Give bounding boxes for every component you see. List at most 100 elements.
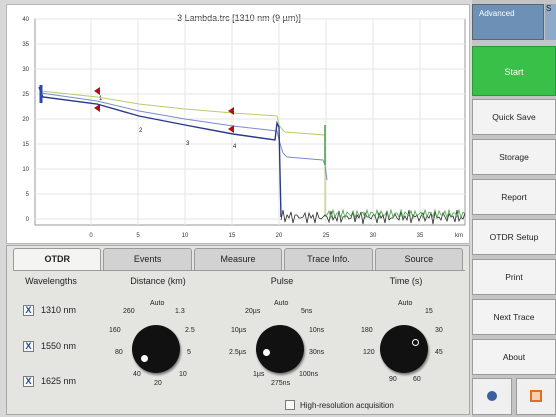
distance-label-260: 260 (123, 308, 135, 315)
y-tick-label: 20 (22, 117, 29, 123)
time-knob[interactable] (380, 325, 428, 373)
pulse-label-auto: Auto (274, 300, 288, 307)
distance-label-5: 5 (187, 349, 191, 356)
knob-indicator (412, 339, 419, 346)
time-label-30: 30 (435, 327, 443, 334)
print-button[interactable]: Print (472, 259, 556, 295)
pulse-dial[interactable]: Auto 20µs 5ns 10µs 10ns 2.5µs 30ns 1µs 1… (227, 296, 337, 406)
distance-label-10: 10 (179, 371, 187, 378)
y-tick-label: 25 (22, 92, 29, 98)
time-label-45: 45 (435, 349, 443, 356)
pulse-label-5ns: 5ns (301, 308, 312, 315)
event-number-marker[interactable]: 4 (233, 144, 237, 150)
trace-1550 (41, 93, 327, 180)
time-label-auto: Auto (398, 300, 412, 307)
trace-graph[interactable]: 3 Lambda.trc [1310 nm (9 µm)] 40 35 30 2… (6, 4, 470, 244)
quick-save-button[interactable]: Quick Save (472, 99, 556, 135)
distance-knob[interactable] (132, 325, 180, 373)
tab-events[interactable]: Events (103, 248, 191, 270)
high-resolution-checkbox[interactable] (285, 400, 295, 410)
distance-label-40: 40 (133, 371, 141, 378)
time-label-15: 15 (425, 308, 433, 315)
globe-icon (487, 391, 497, 401)
pulse-label-100ns: 100ns (299, 371, 318, 378)
tab-trace-info[interactable]: Trace Info. (284, 248, 372, 270)
window-button[interactable] (516, 378, 556, 415)
wavelength-1625-row[interactable]: X 1625 nm (23, 373, 76, 389)
about-button[interactable]: About (472, 339, 556, 375)
distance-dial[interactable]: Auto 1.3 260 2.5 160 5 80 10 40 20 (103, 296, 213, 406)
wavelength-1550-checkbox[interactable]: X (23, 341, 34, 352)
time-label-90: 90 (389, 376, 397, 383)
trace-1625 (41, 91, 325, 217)
pulse-label-10ns: 10ns (309, 327, 324, 334)
event-marker-triangle (228, 107, 234, 115)
tab-source[interactable]: Source (375, 248, 463, 270)
otdr-setup-button[interactable]: OTDR Setup (472, 219, 556, 255)
y-tick-label: 5 (26, 192, 30, 198)
tab-divider (13, 270, 465, 271)
wavelength-1625-checkbox[interactable]: X (23, 376, 34, 387)
time-dial[interactable]: Auto 15 180 30 45 120 90 60 (351, 296, 461, 406)
high-resolution-option[interactable]: High-resolution acquisition (285, 400, 394, 410)
event-number-marker[interactable]: 2 (139, 128, 143, 134)
distance-title: Distance (km) (103, 276, 213, 286)
storage-button[interactable]: Storage (472, 139, 556, 175)
advanced-side-tab[interactable]: S (545, 4, 556, 40)
pulse-label-30ns: 30ns (309, 349, 324, 356)
x-tick-label: 5 (136, 233, 140, 239)
pulse-knob[interactable] (256, 325, 304, 373)
y-tick-label: 0 (26, 217, 30, 223)
pulse-label-10us: 10µs (231, 327, 246, 334)
tab-bar: OTDR Events Measure Trace Info. Source (13, 248, 465, 270)
x-tick-label: 25 (323, 233, 330, 239)
distance-label-20: 20 (154, 380, 162, 387)
globe-button[interactable] (472, 378, 512, 415)
distance-label-80: 80 (115, 349, 123, 356)
distance-label-1-3: 1.3 (175, 308, 185, 315)
x-tick-label: 10 (182, 233, 189, 239)
distance-label-auto: Auto (150, 300, 164, 307)
wavelength-1310-label: 1310 nm (41, 305, 76, 315)
y-tick-label: 30 (22, 67, 29, 73)
x-tick-label: 35 (417, 233, 424, 239)
tab-otdr[interactable]: OTDR (13, 248, 101, 270)
tab-measure[interactable]: Measure (194, 248, 282, 270)
next-trace-button[interactable]: Next Trace (472, 299, 556, 335)
window-icon (530, 390, 542, 402)
wavelength-1550-row[interactable]: X 1550 nm (23, 338, 76, 354)
wavelength-1625-label: 1625 nm (41, 376, 76, 386)
y-tick-label: 40 (22, 17, 29, 23)
time-label-120: 120 (363, 349, 375, 356)
pulse-label-20us: 20µs (245, 308, 260, 315)
knob-indicator (263, 349, 270, 356)
time-label-60: 60 (413, 376, 421, 383)
wavelength-1310-row[interactable]: X 1310 nm (23, 302, 76, 318)
event-marker-triangle (94, 104, 100, 112)
knob-indicator (141, 355, 148, 362)
distance-label-160: 160 (109, 327, 121, 334)
pulse-title: Pulse (227, 276, 337, 286)
event-number-marker[interactable]: 1 (99, 96, 103, 102)
report-button[interactable]: Report (472, 179, 556, 215)
wavelength-1310-checkbox[interactable]: X (23, 305, 34, 316)
y-tick-label: 15 (22, 142, 29, 148)
advanced-mode-button[interactable]: Advanced (472, 4, 544, 40)
y-tick-label: 35 (22, 42, 29, 48)
x-tick-label: 15 (229, 233, 236, 239)
high-resolution-label: High-resolution acquisition (300, 401, 394, 410)
trace-plot[interactable]: 40 35 30 25 20 15 10 5 0 0 5 10 15 20 25… (7, 5, 471, 245)
pulse-label-275ns: 275ns (271, 380, 290, 387)
x-tick-label: 0 (89, 233, 93, 239)
y-tick-label: 10 (22, 167, 29, 173)
start-button[interactable]: Start (472, 46, 556, 96)
x-axis-unit: km (455, 233, 463, 239)
pulse-label-2-5us: 2.5µs (229, 349, 246, 356)
settings-panel: OTDR Events Measure Trace Info. Source W… (6, 245, 470, 415)
time-label-180: 180 (361, 327, 373, 334)
right-action-panel: Advanced S Start Quick Save Storage Repo… (472, 0, 556, 417)
x-tick-label: 20 (276, 233, 283, 239)
wavelengths-title: Wavelengths (21, 276, 81, 286)
time-title: Time (s) (351, 276, 461, 286)
